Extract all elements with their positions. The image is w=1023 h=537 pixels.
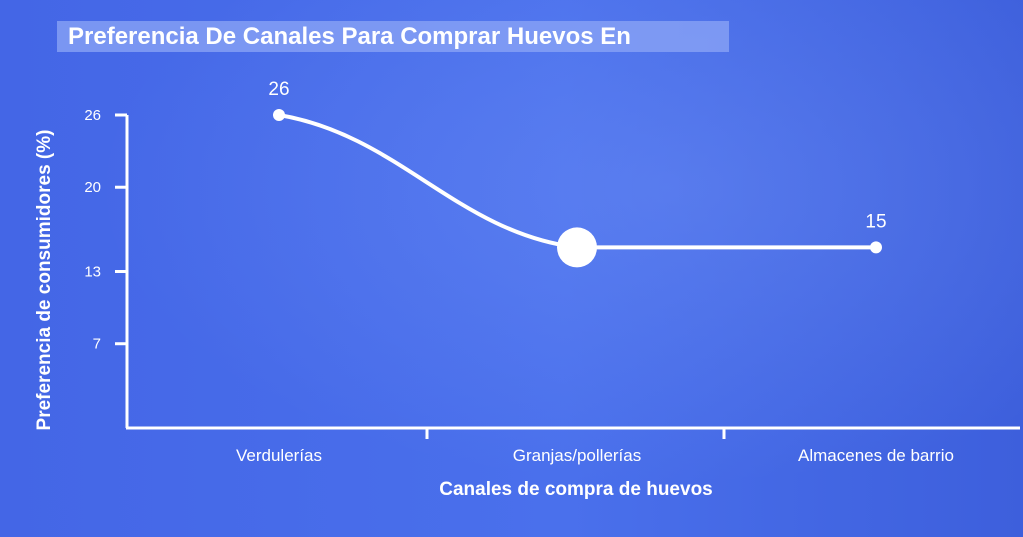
axes [125, 115, 1020, 430]
y-tick-label: 20 [84, 179, 101, 196]
x-tick-label: Verdulerías [236, 446, 322, 465]
data-label: 15 [865, 211, 886, 232]
y-axis-title: Preferencia de consumidores (%) [34, 130, 55, 431]
x-tick-label: Almacenes de barrio [798, 446, 954, 465]
x-ticks: Verdulerías Granjas/pollerías Almacenes de… [236, 428, 954, 465]
data-labels: 26 15 [268, 79, 886, 232]
series-group [273, 109, 882, 268]
data-point [870, 241, 882, 254]
chart-title: Preferencia De Canales Para Comprar Huev… [68, 23, 631, 50]
data-label: 26 [268, 79, 289, 100]
title-bar [57, 21, 729, 52]
x-axis-title: Canales de compra de huevos [439, 479, 713, 500]
series-line [277, 113, 878, 250]
y-tick-label: 26 [84, 107, 101, 124]
y-ticks: 7 13 20 26 [84, 107, 127, 353]
y-tick-label: 13 [84, 264, 101, 281]
data-point [273, 109, 285, 121]
highlight-point [557, 227, 597, 268]
x-tick-label: Granjas/pollerías [513, 446, 642, 465]
y-tick-label: 7 [93, 336, 101, 353]
